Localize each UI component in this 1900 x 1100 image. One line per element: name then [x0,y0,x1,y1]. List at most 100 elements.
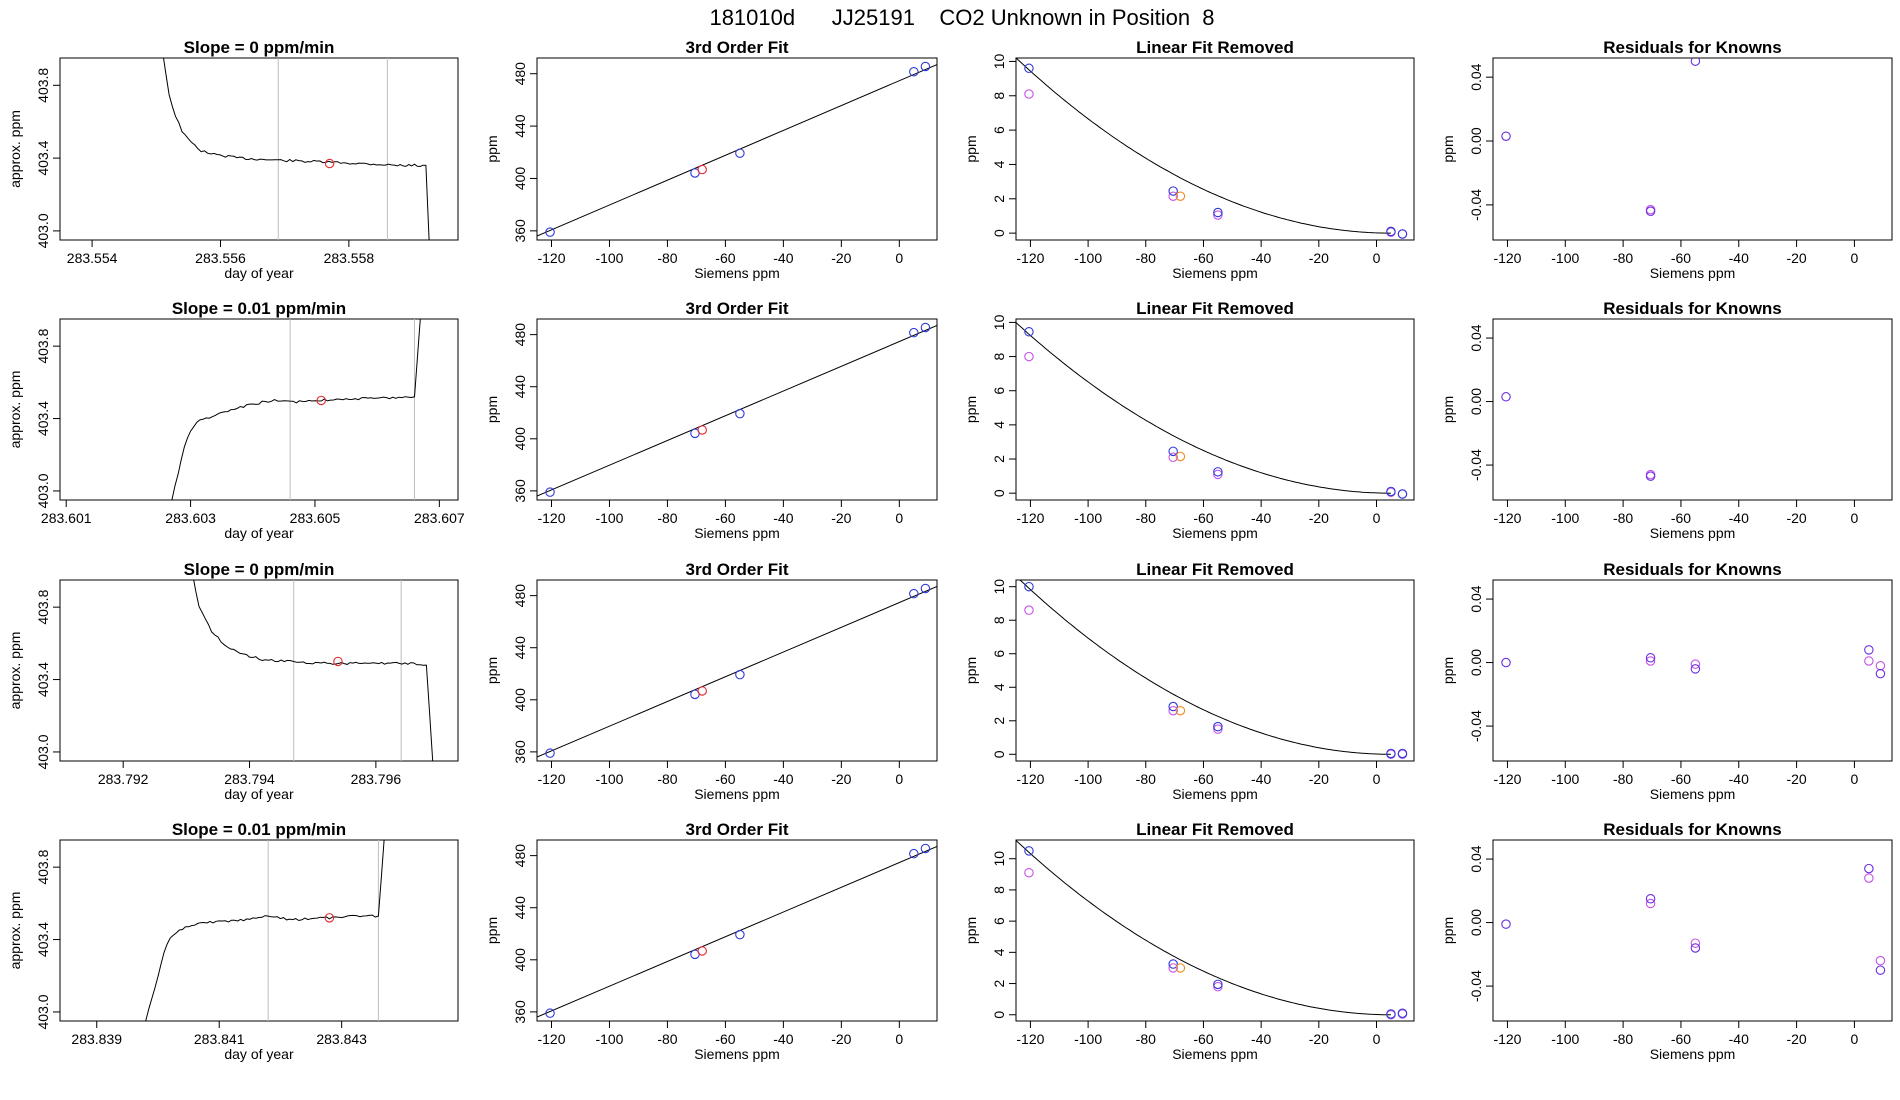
y-axis-label: ppm [484,396,500,423]
residual-point-purple [1690,664,1701,674]
panel-title: Slope = 0.01 ppm/min [172,820,346,839]
r4-residuals-panel: Residuals for Knowns -120 -100 -80 -60 -40 -20… [1440,820,1893,1062]
r3-residuals-panel: Residuals for Knowns -120 -100 -80 -60 -40 -20… [1440,560,1893,802]
concentration-trace [171,319,421,500]
concentration-trace [193,580,434,761]
residual-point-purple [1645,653,1656,663]
y-axis-label: ppm [1440,657,1456,684]
y-tick-label: -0.04 [1468,710,1484,742]
r3-timeseries-plot-area [193,580,434,761]
x-tick-label: -40 [773,771,793,787]
x-tick-label: -60 [1193,510,1213,526]
known-point-blue [1024,63,1034,74]
r1-timeseries-panel: Slope = 0 ppm/min 283.554 283.556 283.558 40… [7,38,459,281]
x-tick-label: 283.792 [98,771,149,787]
measured-value-point [324,158,335,169]
panel-title: 3rd Order Fit [686,820,789,839]
x-tick-label: 283.843 [316,1031,367,1047]
known-standard-point [920,322,931,333]
y-tick-label: 0 [991,750,1007,758]
x-tick-label: -120 [537,510,565,526]
residual-point-purple [1501,919,1511,929]
known-standard-point [909,848,919,859]
residual-point-purple [1875,668,1886,679]
unknown-sample-point [697,425,707,435]
r1-timeseries-plot-area [163,58,430,240]
unknown-sample-point [1175,451,1186,462]
y-tick-label: 2 [991,195,1007,203]
x-tick-label: 283.603 [165,510,216,526]
x-tick-label: -80 [1136,510,1156,526]
y-tick-label: 4 [991,683,1007,691]
panel-title: Slope = 0 ppm/min [184,560,335,579]
r2-linear-removed-panel: Linear Fit Removed -120 -100 -80 -60 -40 -20 0 0… [963,299,1415,541]
x-tick-label: -100 [1551,250,1579,266]
x-tick-label: -120 [1493,771,1521,787]
residual-point-purple [1875,965,1886,975]
x-tick-label: -80 [657,250,677,266]
r2-fit-plot-frame [536,318,938,501]
y-tick-label: 400 [512,427,528,451]
y-tick-label: 2 [991,979,1007,987]
y-tick-label: 0.00 [1468,649,1484,676]
x-tick-label: -80 [657,771,677,787]
y-tick-label: 403.0 [35,473,51,508]
panel-title: Linear Fit Removed [1136,560,1294,579]
y-tick-label: 480 [512,584,528,608]
known-standard-point [735,408,745,419]
r4-residuals-plot-frame [1492,839,1893,1022]
x-axis-label: Siemens ppm [1650,786,1736,802]
known-point-blue [1213,467,1223,477]
y-tick-label: 403.8 [35,328,51,363]
x-axis-label: Siemens ppm [694,525,780,541]
x-tick-label: 0 [895,771,903,787]
y-tick-label: 6 [991,650,1007,658]
y-axis-label: ppm [963,917,979,944]
known-point-blue [1024,581,1034,592]
panel-title: Slope = 0.01 ppm/min [172,299,346,318]
y-tick-label: 403.4 [35,140,51,175]
y-tick-label: 403.8 [35,849,51,884]
r1-fit-plot-area [537,61,937,237]
r1-residuals-panel: Residuals for Knowns -120 -100 -80 -60 -40 -20… [1440,38,1893,281]
residual-point-magenta [1875,660,1886,671]
known-standard-point [909,66,919,77]
y-axis-label: approx. ppm [7,892,23,970]
y-axis-label: ppm [484,135,500,162]
x-tick-label: -80 [657,1031,677,1047]
x-tick-label: -100 [595,1031,623,1047]
r2-fit-panel: 3rd Order Fit -120 -100 -80 -60 -40 -20 0 360 400… [484,299,938,541]
x-tick-label: -40 [1729,771,1749,787]
r2-linear-removed-plot-frame [1015,318,1415,501]
x-axis-label: day of year [224,786,294,802]
known-standard-point [545,1008,555,1018]
residual-point-purple [1690,943,1701,953]
x-tick-label: 0 [1373,1031,1381,1047]
known-point-blue [1386,486,1396,497]
y-tick-label: 403.4 [35,662,51,697]
known-standard-point [909,327,919,338]
known-point-blue [1168,701,1178,712]
y-tick-label: 480 [512,844,528,868]
r3-residuals-plot-frame [1492,579,1893,762]
residual-point-purple [1501,131,1511,141]
x-tick-label: 283.601 [41,510,92,526]
y-axis-label: ppm [963,135,979,162]
x-tick-label: -40 [1251,771,1271,787]
x-tick-label: -40 [773,510,793,526]
x-axis-label: Siemens ppm [1650,265,1736,281]
y-tick-label: 8 [991,92,1007,100]
x-tick-label: -60 [1193,1031,1213,1047]
known-standard-point [735,669,745,680]
panel-title: Residuals for Knowns [1603,38,1782,57]
x-axis-label: day of year [224,525,294,541]
x-tick-label: -60 [1193,250,1213,266]
x-tick-label: -20 [1786,1031,1806,1047]
y-tick-label: 6 [991,917,1007,925]
y-tick-label: 403.8 [35,589,51,624]
residual-point-magenta [1645,656,1656,666]
residual-point-purple [1690,58,1701,66]
residual-point-purple [1645,471,1656,481]
